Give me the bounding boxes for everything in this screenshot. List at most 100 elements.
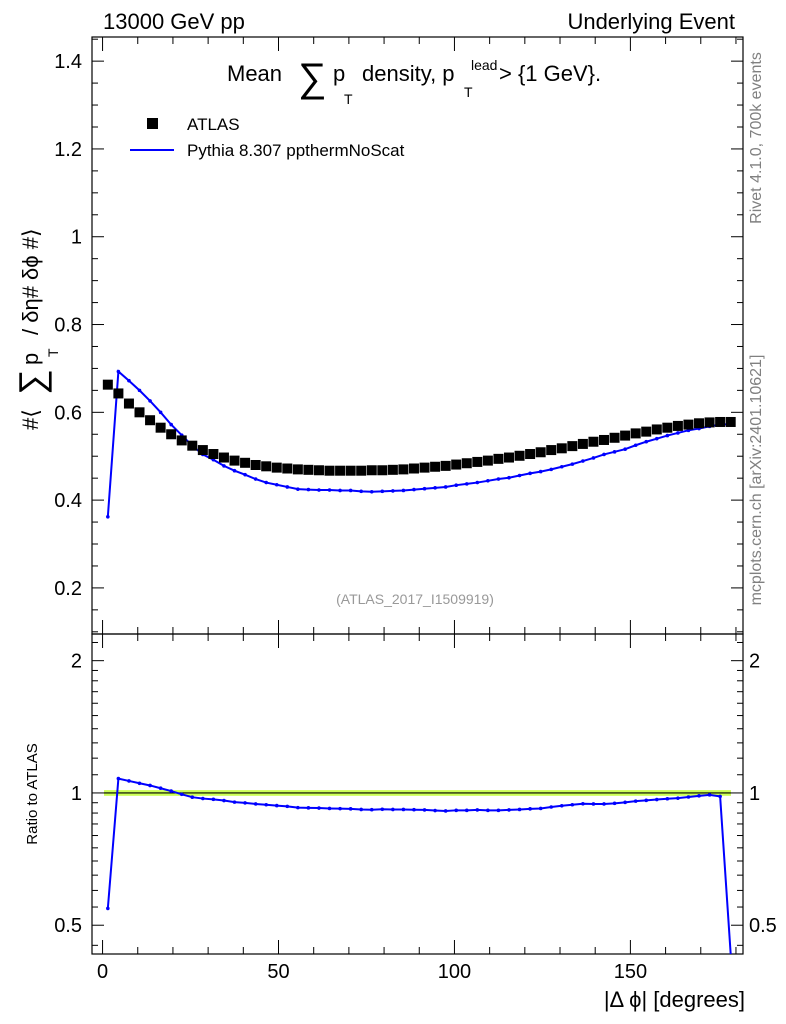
atlas-point [324, 465, 335, 476]
pythia-point [127, 378, 131, 383]
ratio-point [581, 801, 585, 806]
ratio-point [369, 807, 374, 812]
atlas-point [408, 463, 419, 474]
pythia-point [486, 478, 490, 483]
atlas-point [166, 429, 177, 440]
legend-atlas-label: ATLAS [187, 115, 240, 134]
atlas-point [335, 465, 346, 476]
ratio-point [591, 802, 596, 806]
ylabel-p: p [18, 353, 43, 365]
ratio-axis-ticks [92, 634, 743, 954]
pythia-point [285, 485, 290, 489]
atlas-point [229, 455, 240, 466]
pythia-point [274, 482, 279, 487]
atlas-point [630, 428, 641, 439]
ratio-y-axis-label: Ratio to ATLAS [24, 743, 41, 844]
ratio-point [665, 796, 670, 801]
title-sum-symbol: ∑ [298, 56, 327, 100]
ratio-point [338, 806, 342, 811]
main-ytick-label: 0.6 [54, 402, 82, 424]
ratio-point [179, 792, 184, 797]
atlas-point [451, 459, 462, 470]
ratio-point [422, 808, 427, 812]
legend-atlas-marker [147, 118, 158, 129]
x-tick-labels: 0 50 100 150 [97, 961, 647, 983]
pythia-point [570, 462, 575, 466]
atlas-point [250, 459, 261, 470]
ratio-point [707, 793, 712, 797]
main-ytick-label: 0.2 [54, 578, 82, 600]
atlas-point [672, 420, 683, 431]
pythia-point [296, 487, 300, 491]
pythia-point [559, 464, 564, 469]
ratio-point [211, 797, 216, 802]
ratio-point [559, 803, 564, 808]
atlas-point [208, 449, 219, 460]
title-p: p [333, 61, 345, 86]
pythia-point [222, 464, 226, 468]
atlas-point [609, 432, 620, 443]
ratio-point [496, 808, 501, 813]
mcplots-label: mcplots.cern.ch [arXiv:2401.10621] [748, 355, 765, 606]
atlas-point [366, 465, 377, 476]
x-tick-label: 150 [614, 961, 647, 983]
pythia-point [644, 439, 649, 444]
main-y-axis-label: #⟨ ∑ p T / δη# δϕ #⟩ [11, 228, 61, 430]
pythia-point [306, 487, 311, 492]
title-mean: Mean [227, 61, 282, 86]
ratio-point [243, 801, 247, 805]
pythia-point [106, 514, 110, 519]
atlas-point [145, 415, 156, 426]
analysis-watermark: (ATLAS_2017_I1509919) [336, 591, 494, 607]
ratio-y-tick-labels: 0.5 0.5 1 1 2 2 [54, 651, 777, 938]
ratio-point [697, 794, 701, 798]
pythia-point [380, 489, 385, 494]
atlas-point [377, 465, 388, 476]
ratio-line [106, 777, 732, 955]
atlas-point [176, 435, 187, 446]
main-axis-ticks [92, 37, 743, 634]
x-tick-label: 50 [267, 961, 289, 983]
ratio-point [686, 795, 691, 799]
atlas-point [503, 452, 514, 463]
pythia-point [253, 477, 258, 481]
pythia-point [581, 459, 585, 463]
main-title: Mean ∑ p T density, p lead T > {1 GeV}. [227, 56, 601, 107]
atlas-point [599, 434, 610, 445]
ratio-point [190, 795, 195, 799]
pythia-point [591, 456, 596, 460]
pythia-point [538, 469, 543, 474]
ratio-point [464, 808, 469, 813]
ratio-point [285, 804, 290, 809]
pythia-point [676, 431, 680, 435]
ratio-point [454, 808, 459, 813]
atlas-point [704, 417, 715, 428]
ylabel-sum: ∑ [11, 369, 52, 395]
atlas-point [715, 416, 726, 427]
ratio-ytick-label-left: 2 [71, 651, 82, 673]
atlas-point [155, 422, 166, 433]
atlas-point [577, 438, 588, 449]
atlas-point [345, 465, 356, 476]
ratio-point [169, 789, 173, 793]
ratio-point [253, 802, 258, 806]
ratio-point [127, 779, 131, 783]
main-ytick-label: 1 [71, 227, 82, 249]
atlas-point [683, 419, 694, 430]
atlas-point [651, 424, 662, 435]
ratio-point [633, 799, 638, 803]
ratio-point [306, 806, 311, 810]
pythia-point [454, 483, 459, 487]
main-y-tick-labels: 0.2 0.4 0.6 0.8 1 1.2 1.4 [54, 51, 82, 600]
title-density: density, p [362, 61, 455, 86]
pythia-point [369, 489, 374, 494]
legend: ATLAS Pythia 8.307 ppthermNoScat [130, 115, 405, 160]
pythia-point [264, 480, 268, 485]
atlas-point [440, 460, 451, 471]
title-sub-t-2: T [464, 84, 473, 100]
ratio-point [148, 783, 152, 788]
ratio-point [507, 808, 511, 812]
ratio-point [296, 805, 300, 810]
atlas-point [240, 457, 251, 468]
ratio-point [486, 808, 490, 813]
